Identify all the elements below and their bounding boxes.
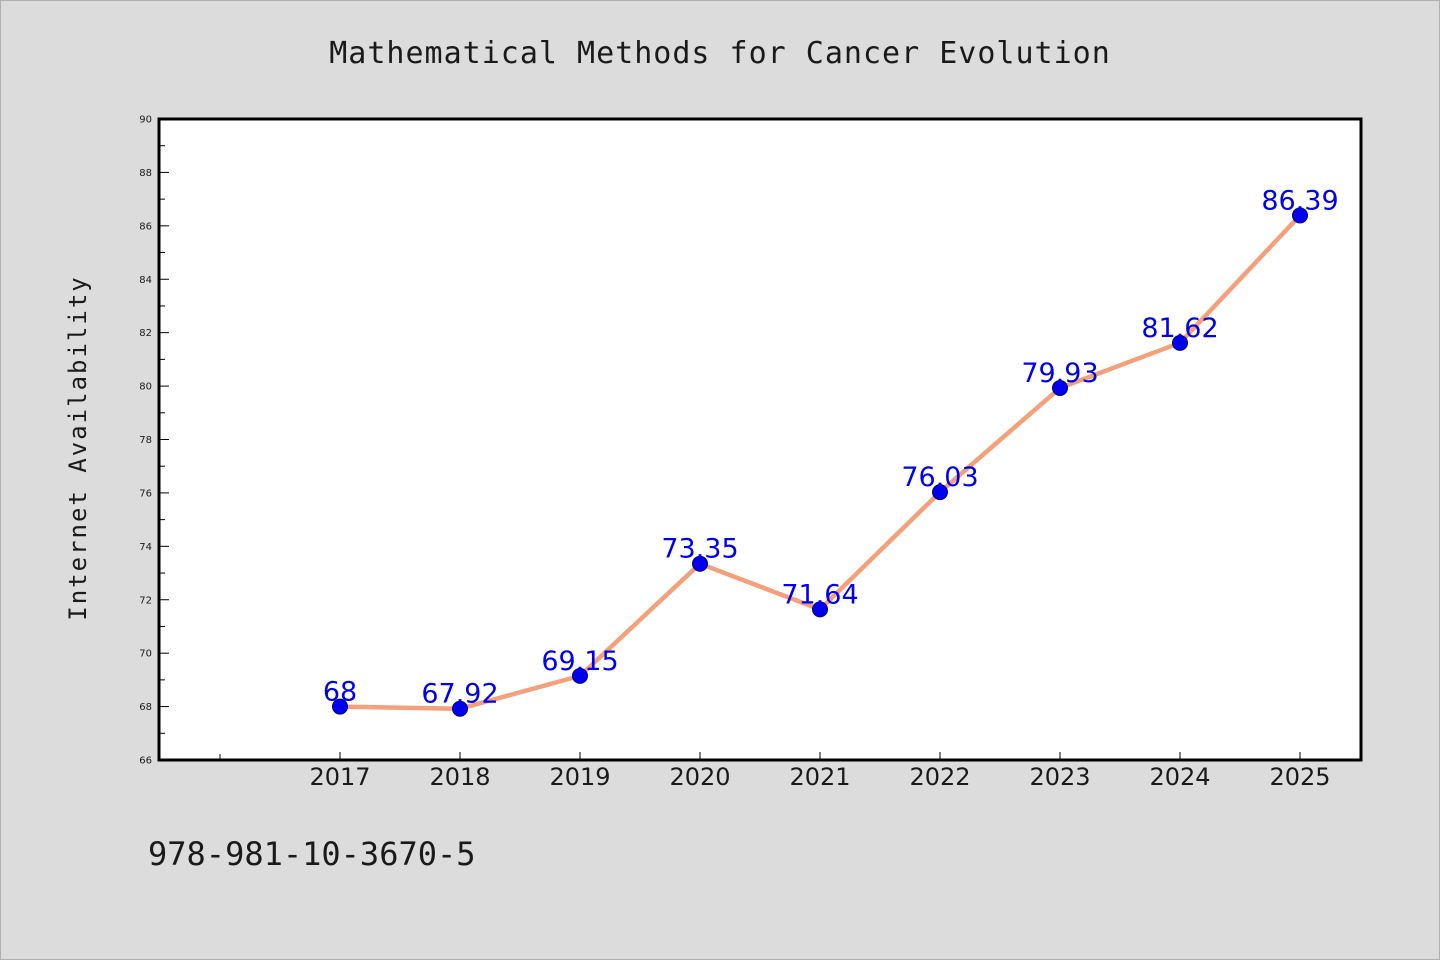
x-tick-label: 2017 xyxy=(309,763,370,791)
x-tick-label: 2024 xyxy=(1149,763,1210,791)
y-tick-label: 84 xyxy=(139,275,152,286)
data-point-2022 xyxy=(932,484,948,501)
data-label-2025: 86.39 xyxy=(1261,185,1338,216)
x-tick-label: 2018 xyxy=(429,763,490,791)
x-tick-label: 2022 xyxy=(909,763,970,791)
chart-title: Mathematical Methods for Cancer Evolutio… xyxy=(329,36,1111,71)
y-tick-label: 74 xyxy=(139,542,152,553)
data-point-2025 xyxy=(1292,207,1308,224)
y-tick-label: 90 xyxy=(139,115,152,126)
isbn-text: 978-981-10-3670-5 xyxy=(148,835,476,873)
y-tick-label: 80 xyxy=(139,382,152,393)
series-markers xyxy=(332,207,1308,717)
x-tick-label: 2020 xyxy=(669,763,730,791)
data-label-2018: 67.92 xyxy=(421,679,498,710)
y-tick-label: 72 xyxy=(139,595,152,606)
y-tick-label: 70 xyxy=(139,649,152,660)
y-tick-label: 76 xyxy=(139,488,152,499)
y-tick-label: 66 xyxy=(139,756,152,767)
data-label-2022: 76.03 xyxy=(901,462,978,493)
data-label-2023: 79.93 xyxy=(1021,358,1098,389)
x-tick-label: 2023 xyxy=(1029,763,1090,791)
data-point-2020 xyxy=(692,555,708,572)
data-point-2024 xyxy=(1172,334,1188,351)
x-axis: 2017 2018 2019 2020 2021 2022 2023 2024 2025 xyxy=(219,752,1331,791)
plot-area xyxy=(159,119,1361,760)
y-tick-label: 78 xyxy=(139,435,152,446)
y-axis: 66 68 70 72 74 76 78 80 82 84 86 88 90 xyxy=(139,115,169,767)
x-tick-label: 2025 xyxy=(1269,763,1330,791)
data-label-2024: 81.62 xyxy=(1141,313,1218,344)
data-point-2023 xyxy=(1052,379,1068,396)
data-point-2017 xyxy=(332,698,348,715)
data-point-2018 xyxy=(452,700,468,717)
data-point-2021 xyxy=(812,601,828,618)
data-label-2019: 69.15 xyxy=(541,646,618,677)
y-axis-label: Internet Availability xyxy=(64,275,92,620)
plot-border xyxy=(157,117,1363,762)
y-tick-label: 68 xyxy=(139,702,152,713)
data-labels: 68 67.92 69.15 73.35 71.64 76.03 79.93 81.62 86.… xyxy=(323,185,1339,709)
y-tick-label: 88 xyxy=(139,168,152,179)
data-label-2021: 71.64 xyxy=(781,579,858,610)
data-label-2020: 73.35 xyxy=(661,534,738,565)
data-label-2017: 68 xyxy=(323,677,357,708)
data-point-2019 xyxy=(572,667,588,684)
x-tick-label: 2021 xyxy=(789,763,850,791)
y-tick-label: 86 xyxy=(139,221,152,232)
y-tick-label: 82 xyxy=(139,328,152,339)
x-tick-label: 2019 xyxy=(549,763,610,791)
